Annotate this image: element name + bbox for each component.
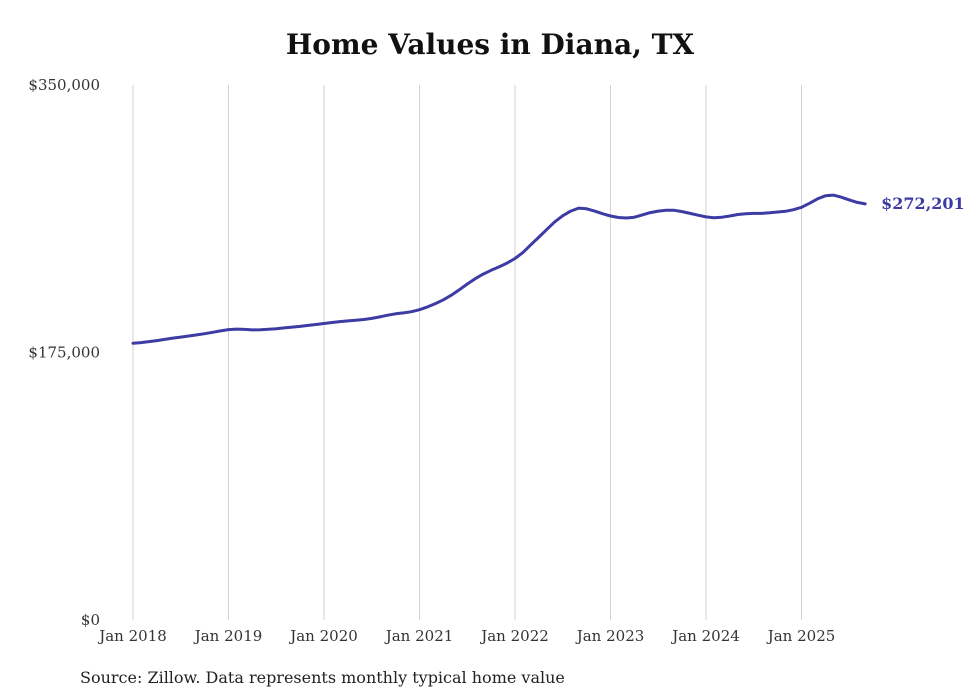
x-tick-label: Jan 2018: [97, 627, 167, 645]
chart-title: Home Values in Diana, TX: [285, 28, 695, 61]
source-note: Source: Zillow. Data represents monthly …: [80, 668, 565, 687]
x-tick-label: Jan 2024: [670, 627, 740, 645]
x-tick-label: Jan 2025: [766, 627, 836, 645]
x-tick-label: Jan 2021: [384, 627, 454, 645]
y-tick-label: $0: [81, 611, 100, 629]
x-tick-label: Jan 2022: [479, 627, 549, 645]
y-tick-label: $350,000: [28, 76, 100, 94]
x-tick-label: Jan 2020: [288, 627, 358, 645]
y-tick-label: $175,000: [28, 344, 100, 362]
home-value-line: [131, 193, 867, 345]
current-value-label: $272,201: [881, 194, 965, 213]
x-tick-label: Jan 2019: [193, 627, 263, 645]
x-tick-label: Jan 2023: [575, 627, 645, 645]
